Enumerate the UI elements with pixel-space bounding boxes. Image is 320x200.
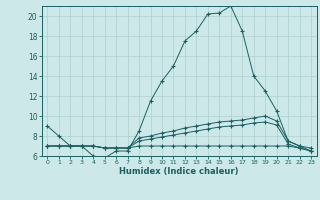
X-axis label: Humidex (Indice chaleur): Humidex (Indice chaleur) [119, 167, 239, 176]
